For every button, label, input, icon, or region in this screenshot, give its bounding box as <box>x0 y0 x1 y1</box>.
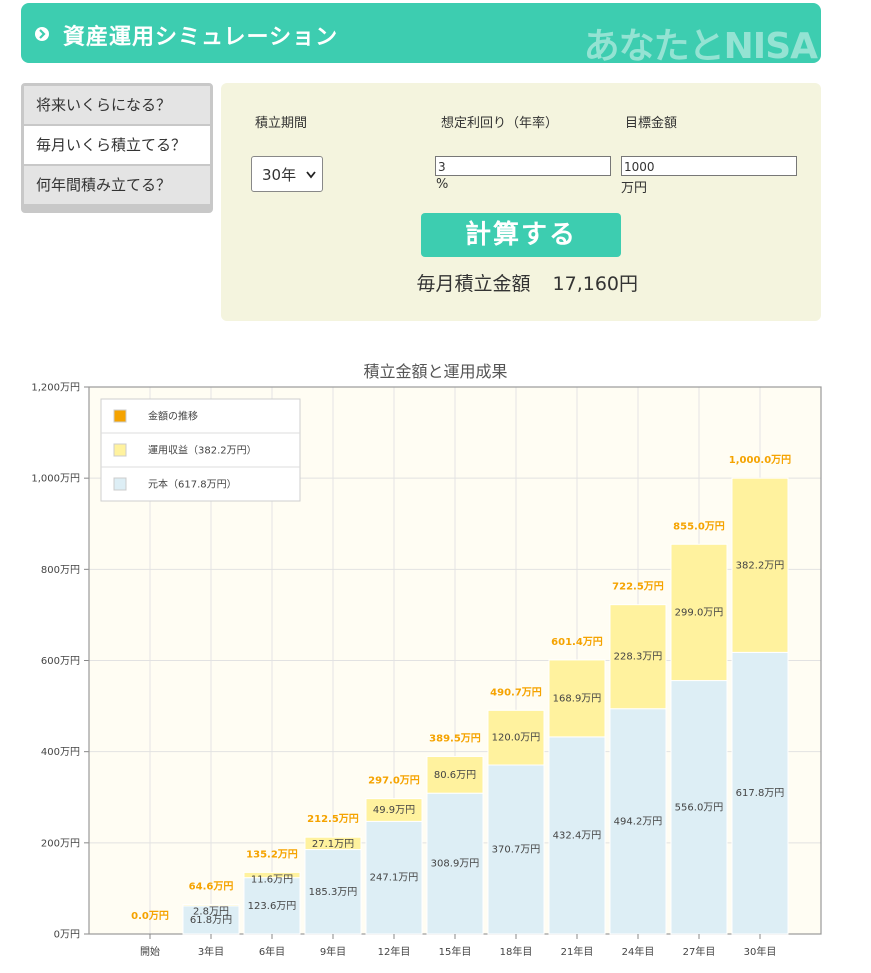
chart-title: 積立金額と運用成果 <box>363 362 508 381</box>
menu-item-monthly-amount[interactable]: 毎月いくら積立てる？ <box>24 126 210 164</box>
bar-principal-label: 432.4万円 <box>553 830 602 841</box>
y-tick-label: 200万円 <box>41 838 80 849</box>
bar-principal-label: 185.3万円 <box>309 887 358 898</box>
rate-input[interactable]: 3 <box>435 156 611 176</box>
simulation-form: 積立期間 想定利回り（年率） 目標金額 30年 3 % 1000 万円 計算する… <box>221 83 821 321</box>
x-tick-label: 開始 <box>140 945 160 958</box>
savings-chart: 0万円 200万円 400万円 600万円 800万円 1,000万円 1,200万円 0.0… <box>31 383 822 958</box>
x-tick-label: 30年目 <box>744 945 777 958</box>
period-label: 積立期間 <box>255 116 308 131</box>
bar-gain-label: 168.9万円 <box>553 693 602 704</box>
bar-gain <box>731 477 789 653</box>
menu-item-future-value[interactable]: 将来いくらになる？ <box>24 86 210 124</box>
x-tick-label: 27年目 <box>683 945 716 958</box>
bar-gain <box>670 543 728 682</box>
bar-principal-label: 61.8万円 <box>190 915 232 926</box>
bar-total-label: 1,000.0万円 <box>729 454 791 466</box>
period-select-value: 30年 <box>262 166 297 184</box>
bar-principal <box>731 651 789 935</box>
bar-principal-label: 308.9万円 <box>431 859 480 870</box>
target-unit: 万円 <box>621 181 648 196</box>
rate-unit: % <box>436 177 449 192</box>
bar-principal <box>182 905 240 935</box>
bar-gain <box>182 904 240 907</box>
x-tick-label: 15年目 <box>439 945 472 958</box>
chevron-down-icon <box>306 157 316 208</box>
page-title: 資産運用シミュレーション <box>63 25 339 50</box>
y-tick-label: 1,200万円 <box>31 383 80 394</box>
result-line: 毎月積立金額 17,160円 <box>221 269 639 296</box>
target-label: 目標金額 <box>625 116 678 131</box>
bar-principal <box>365 820 423 935</box>
x-tick-label: 3年目 <box>198 945 224 958</box>
bar-total-label: 389.5万円 <box>429 732 481 744</box>
y-tick-label: 600万円 <box>41 656 80 667</box>
x-tick-label: 9年目 <box>320 945 346 958</box>
legend-label: 元本（617.8万円） <box>148 478 237 491</box>
bar-total-label: 855.0万円 <box>673 520 725 532</box>
period-select[interactable]: 30年 <box>251 156 323 192</box>
rate-label: 想定利回り（年率） <box>441 116 559 131</box>
y-tick-label: 1,000万円 <box>31 474 80 485</box>
legend-swatch <box>113 477 127 491</box>
bar-gain-label: 49.9万円 <box>373 805 415 816</box>
bar-gain <box>609 604 667 710</box>
bar-gain-label: 2.8万円 <box>193 907 229 918</box>
y-tick-label: 800万円 <box>41 565 80 576</box>
chevron-right-icon <box>35 27 49 41</box>
bar-principal-label: 556.0万円 <box>675 802 724 813</box>
bar-gain <box>548 659 606 738</box>
legend-swatch <box>113 409 127 423</box>
bar-principal-label: 617.8万円 <box>736 788 785 799</box>
bar-principal-label: 247.1万円 <box>370 873 419 884</box>
bar-total-label: 64.6万円 <box>189 881 234 893</box>
bar-gain-label: 228.3万円 <box>614 652 663 663</box>
bar-principal-label: 370.7万円 <box>492 845 541 856</box>
bar-principal <box>670 680 728 935</box>
chart-legend <box>100 398 301 502</box>
bar-total-label: 601.4万円 <box>551 636 603 648</box>
bar-principal-label: 123.6万円 <box>248 901 297 912</box>
bar-gain <box>426 755 484 794</box>
x-tick-label: 24年目 <box>622 945 655 958</box>
target-input[interactable]: 1000 <box>621 156 797 176</box>
x-tick-label: 18年目 <box>500 945 533 958</box>
x-tick-label: 21年目 <box>561 945 594 958</box>
x-tick-label: 12年目 <box>378 945 411 958</box>
bar-gain <box>243 871 301 879</box>
legend-label: 金額の推移 <box>148 410 198 423</box>
bar-principal <box>426 792 484 935</box>
y-tick-label: 400万円 <box>41 747 80 758</box>
bar-gain-label: 382.2万円 <box>736 560 785 571</box>
bar-total-label: 490.7万円 <box>490 686 542 698</box>
result-value: 17,160円 <box>552 273 638 295</box>
bar-gain <box>487 709 545 766</box>
bar-gain <box>365 798 423 822</box>
bar-total-label: 0.0万円 <box>131 910 169 922</box>
bar-total-label: 212.5万円 <box>307 813 359 825</box>
legend-swatch <box>113 443 127 457</box>
bar-principal <box>548 736 606 935</box>
bar-total-label: 297.0万円 <box>368 775 420 787</box>
bar-gain <box>304 836 362 851</box>
legend-label: 運用収益（382.2万円） <box>148 444 257 457</box>
bar-principal-label: 494.2万円 <box>614 816 663 827</box>
bar-principal <box>243 877 301 935</box>
header-banner: 資産運用シミュレーション あなたとNISA <box>21 3 821 63</box>
mode-menu: 将来いくらになる？ 毎月いくら積立てる？ 何年間積み立てる？ <box>21 83 213 213</box>
bar-total-label: 135.2万円 <box>246 848 298 860</box>
bar-gain-label: 80.6万円 <box>434 770 476 781</box>
calculate-button[interactable]: 計算する <box>421 213 621 257</box>
result-label: 毎月積立金額 <box>416 273 531 295</box>
bar-principal <box>609 708 667 935</box>
bar-gain-label: 27.1万円 <box>312 839 354 850</box>
x-tick-label: 6年目 <box>259 945 285 958</box>
bar-gain-label: 120.0万円 <box>492 733 541 744</box>
y-tick-label: 0万円 <box>54 930 80 941</box>
bar-gain-label: 11.6万円 <box>251 874 293 885</box>
brand-logo: あなたとNISA <box>583 26 818 63</box>
bar-gain-label: 299.0万円 <box>675 607 724 618</box>
menu-item-years[interactable]: 何年間積み立てる？ <box>24 166 210 204</box>
bar-total-label: 722.5万円 <box>612 581 664 593</box>
